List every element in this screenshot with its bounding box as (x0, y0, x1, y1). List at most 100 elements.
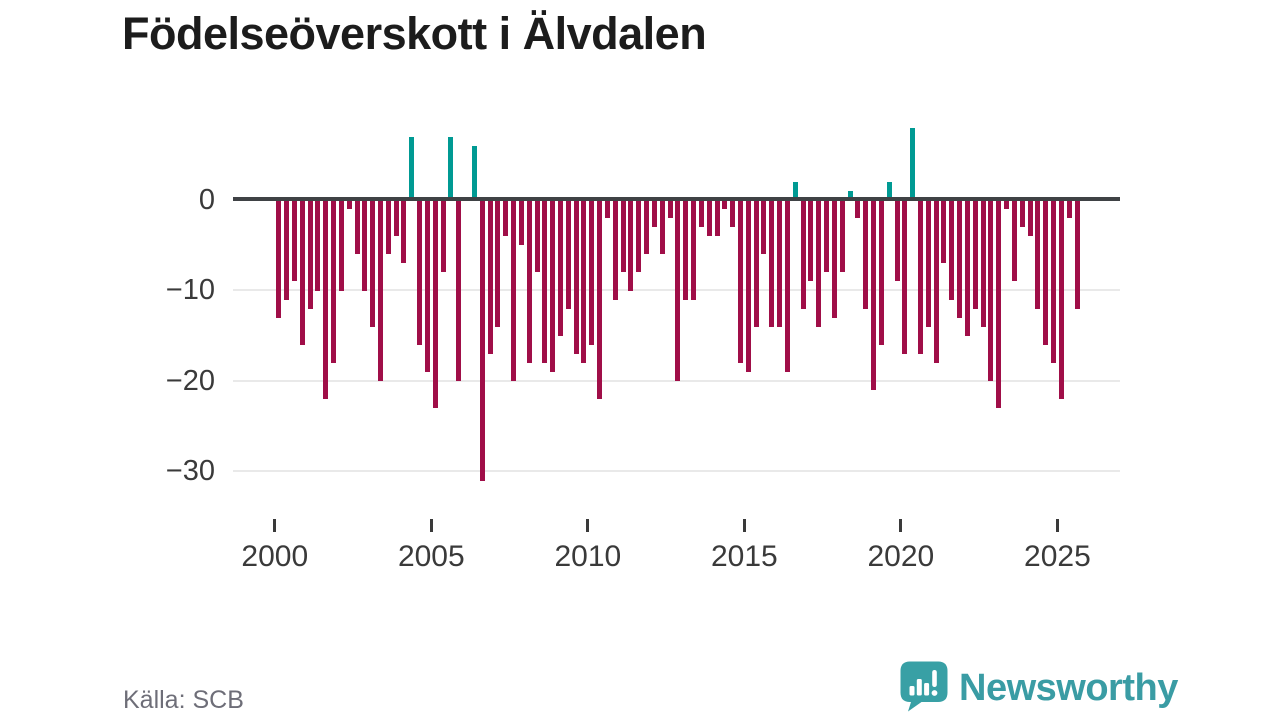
bar-2019-Q2 (878, 199, 884, 345)
bar-2017-Q1 (808, 199, 814, 281)
bar-2010-Q4 (612, 199, 618, 300)
bar-2017-Q4 (831, 199, 837, 318)
bar-2025-Q2 (1066, 199, 1072, 218)
bar-2008-Q3 (542, 199, 548, 363)
bar-2002-Q4 (362, 199, 368, 291)
y-axis-label-0: 0 (198, 183, 215, 216)
gridline--30 (233, 470, 1120, 472)
bar-2003-Q3 (385, 199, 391, 254)
speech-bubble-bar-chart-icon (899, 660, 949, 717)
bar-2023-Q3 (1011, 199, 1017, 281)
bar-2021-Q4 (957, 199, 963, 318)
bar-2011-Q1 (620, 199, 626, 272)
bar-2004-Q2 (409, 136, 415, 200)
x-axis-tick-2025 (1055, 519, 1059, 532)
x-axis-label-2015: 2015 (710, 540, 778, 573)
bar-2009-Q3 (573, 199, 579, 354)
bar-2022-Q3 (980, 199, 986, 327)
bar-2016-Q2 (784, 199, 790, 372)
source-attribution: Källa: SCB (123, 686, 244, 714)
bar-2020-Q4 (925, 199, 931, 327)
bar-2011-Q2 (628, 199, 634, 291)
bar-2020-Q1 (902, 199, 908, 354)
bar-2004-Q3 (417, 199, 423, 345)
bar-2009-Q1 (557, 199, 563, 336)
bar-2007-Q1 (495, 199, 501, 327)
bar-2014-Q2 (722, 199, 728, 209)
bar-2019-Q3 (886, 181, 892, 200)
newsworthy-logo: Newsworthy (899, 660, 1178, 717)
bar-2005-Q1 (432, 199, 438, 408)
bar-2003-Q2 (377, 199, 383, 381)
bar-2020-Q2 (910, 127, 916, 200)
newsworthy-wordmark: Newsworthy (959, 667, 1178, 709)
bar-2010-Q1 (589, 199, 595, 345)
bar-2005-Q4 (456, 199, 462, 381)
bar-2018-Q4 (863, 199, 869, 309)
bar-2006-Q2 (471, 145, 477, 200)
bar-2025-Q1 (1058, 199, 1064, 399)
bar-2014-Q4 (737, 199, 743, 363)
bar-2013-Q1 (683, 199, 689, 300)
x-axis-label-2010: 2010 (554, 540, 622, 573)
bar-2005-Q3 (448, 136, 454, 200)
bar-2000-Q3 (291, 199, 297, 281)
bar-2013-Q4 (706, 199, 712, 236)
bar-2019-Q1 (871, 199, 876, 390)
bar-2024-Q1 (1027, 199, 1033, 236)
bar-2003-Q4 (393, 199, 399, 236)
bar-2023-Q1 (996, 199, 1002, 408)
bar-2023-Q4 (1019, 199, 1025, 227)
bar-2021-Q1 (933, 199, 939, 363)
bar-2016-Q3 (792, 181, 798, 200)
bar-2025-Q3 (1074, 199, 1080, 309)
bar-2014-Q3 (730, 199, 736, 227)
bar-2024-Q3 (1043, 199, 1049, 345)
bar-2015-Q3 (761, 199, 767, 254)
bar-2023-Q2 (1004, 199, 1009, 209)
bar-2022-Q1 (964, 199, 970, 336)
bar-2002-Q2 (346, 199, 352, 209)
bar-2002-Q1 (338, 199, 344, 291)
bar-2012-Q3 (667, 199, 673, 218)
bar-2007-Q4 (518, 199, 524, 245)
bar-2007-Q3 (511, 199, 516, 381)
bar-2008-Q1 (526, 199, 532, 363)
x-axis-tick-2010 (586, 519, 590, 532)
bar-2000-Q2 (284, 199, 289, 300)
x-axis-zero-line (233, 197, 1120, 201)
bar-2018-Q3 (855, 199, 861, 218)
bar-2012-Q2 (659, 199, 665, 254)
bar-2021-Q3 (949, 199, 955, 300)
bar-2007-Q2 (503, 199, 509, 236)
bar-2003-Q1 (370, 199, 376, 327)
bar-2016-Q4 (800, 199, 806, 309)
bar-2018-Q1 (839, 199, 845, 272)
bar-2009-Q4 (581, 199, 587, 363)
bar-2001-Q3 (323, 199, 329, 399)
bar-2001-Q1 (307, 199, 313, 309)
bar-2010-Q3 (604, 199, 610, 218)
bar-2000-Q1 (276, 199, 282, 318)
bar-2000-Q4 (299, 199, 305, 345)
bar-2014-Q1 (714, 199, 720, 236)
bar-2005-Q2 (440, 199, 446, 272)
bar-2010-Q2 (597, 199, 603, 399)
bar-2015-Q1 (745, 199, 751, 372)
bar-2013-Q2 (691, 199, 696, 300)
bar-2016-Q1 (777, 199, 783, 327)
y-axis-label--10: −10 (165, 274, 215, 306)
bar-2004-Q4 (424, 199, 430, 372)
bar-2017-Q2 (816, 199, 822, 327)
bar-2012-Q4 (675, 199, 681, 381)
bar-2001-Q4 (331, 199, 336, 363)
bar-2008-Q2 (534, 199, 540, 272)
x-axis-tick-2005 (429, 519, 433, 532)
bar-2013-Q3 (698, 199, 704, 227)
x-axis-tick-2020 (899, 519, 903, 532)
bar-2011-Q3 (636, 199, 642, 272)
x-axis-label-2000: 2000 (241, 540, 309, 573)
bar-2012-Q1 (651, 199, 657, 227)
